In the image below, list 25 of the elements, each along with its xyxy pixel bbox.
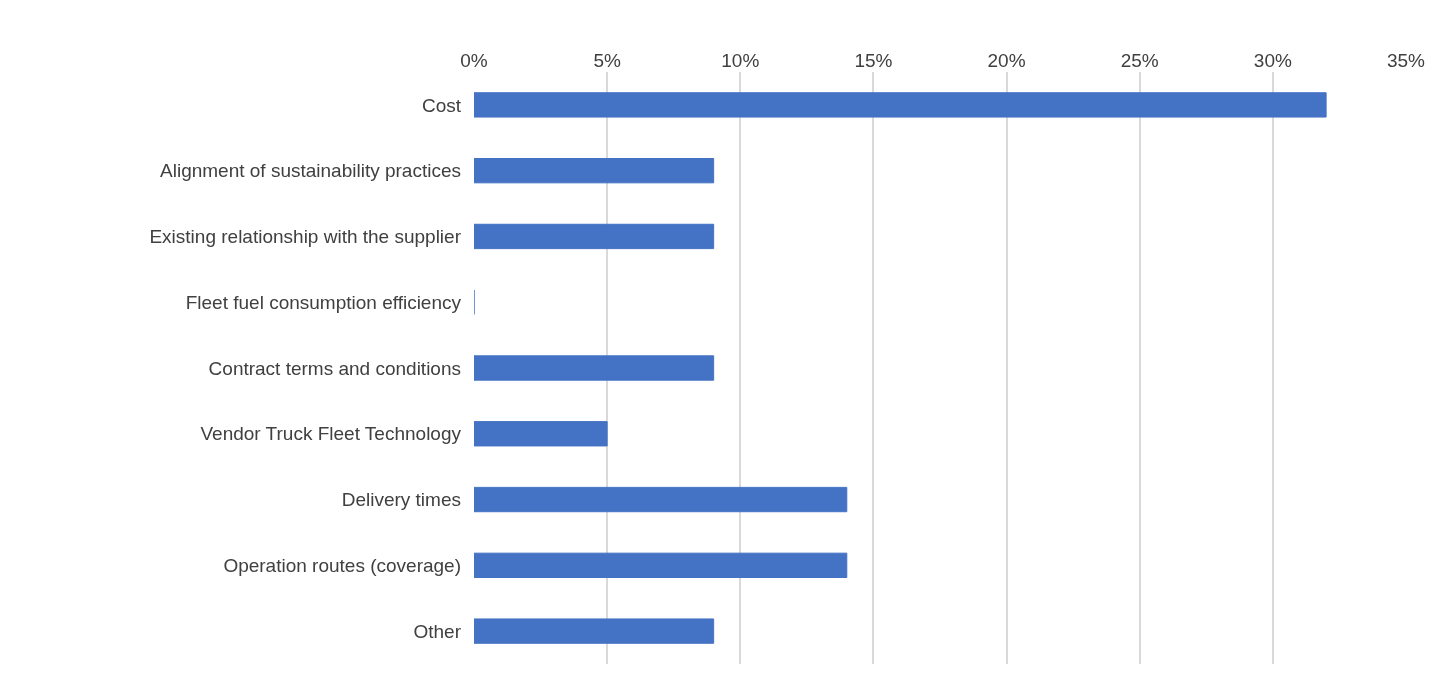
x-tick-label: 15%: [854, 50, 893, 72]
y-tick-label: Fleet fuel consumption efficiency: [185, 291, 462, 313]
bar: [474, 421, 608, 447]
bar: [474, 355, 715, 381]
x-tick-label: 35%: [1386, 50, 1426, 72]
bar: [474, 92, 1327, 118]
x-tick-label: 25%: [1120, 50, 1159, 72]
x-tick-label: 10%: [721, 50, 760, 72]
y-tick-label: Existing relationship with the supplier: [149, 226, 462, 248]
bar: [474, 552, 848, 578]
bar: [474, 618, 715, 644]
x-tick-label: 0%: [460, 50, 488, 72]
bar: [474, 223, 715, 250]
x-tick-label: 30%: [1253, 50, 1292, 72]
y-tick-label: Operation routes (coverage): [223, 554, 461, 576]
y-tick-label: Alignment of sustainability practices: [160, 160, 461, 182]
x-tick-label: 20%: [987, 50, 1026, 72]
x-tick-label: 5%: [593, 50, 621, 72]
y-tick-label: Contract terms and conditions: [208, 357, 461, 379]
bar: [474, 158, 715, 184]
y-tick-label: Vendor Truck Fleet Technology: [200, 423, 462, 445]
y-tick-label: Delivery times: [341, 489, 461, 511]
bar: [474, 486, 848, 513]
y-tick-label: Cost: [421, 94, 462, 116]
y-tick-label: Other: [413, 620, 462, 642]
